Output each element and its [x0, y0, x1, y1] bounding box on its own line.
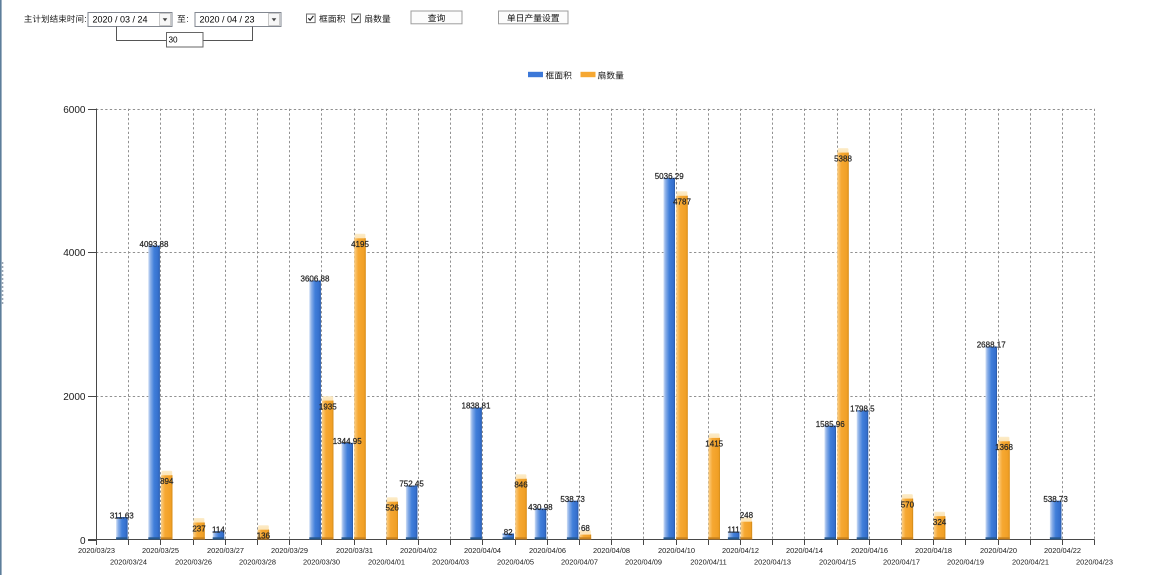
svg-text:5388: 5388 [834, 154, 852, 163]
svg-text:2020/04/12: 2020/04/12 [722, 546, 759, 555]
svg-text:570: 570 [901, 500, 915, 509]
svg-text:2020/03/31: 2020/03/31 [336, 546, 373, 555]
svg-text:1415: 1415 [705, 440, 723, 449]
svg-text:2020/04/16: 2020/04/16 [851, 546, 888, 555]
svg-text:114: 114 [212, 526, 225, 535]
svg-text:1798.5: 1798.5 [850, 405, 875, 414]
svg-text:538.73: 538.73 [1043, 495, 1068, 504]
svg-text:752.45: 752.45 [399, 480, 424, 489]
svg-text:2020/04/23: 2020/04/23 [1076, 558, 1113, 567]
svg-text:68: 68 [581, 524, 590, 533]
svg-text:4093.88: 4093.88 [140, 240, 169, 249]
svg-text:1368: 1368 [995, 443, 1013, 452]
svg-text:2020/04/08: 2020/04/08 [593, 546, 630, 555]
svg-text:4195: 4195 [351, 240, 369, 249]
svg-text:2020/04/13: 2020/04/13 [754, 558, 791, 567]
svg-text:2020/04/15: 2020/04/15 [819, 558, 856, 567]
svg-text:82: 82 [504, 528, 513, 537]
svg-text:2020/04/10: 2020/04/10 [658, 546, 695, 555]
svg-text:2020/04/02: 2020/04/02 [400, 546, 437, 555]
svg-text:430.98: 430.98 [528, 503, 553, 512]
svg-text:2020/03/27: 2020/03/27 [207, 546, 244, 555]
svg-text:846: 846 [514, 481, 528, 490]
svg-text:2020/04/17: 2020/04/17 [883, 558, 920, 567]
svg-text:2020/04/11: 2020/04/11 [690, 558, 726, 567]
svg-text:2020/04/21: 2020/04/21 [1012, 558, 1049, 567]
svg-text:2020/04/01: 2020/04/01 [368, 558, 405, 567]
svg-text::: : [84, 14, 87, 24]
svg-text:6000: 6000 [63, 105, 86, 116]
svg-text:2020/04/22: 2020/04/22 [1044, 546, 1081, 555]
svg-text:526: 526 [386, 504, 400, 513]
svg-text:2020/04/05: 2020/04/05 [497, 558, 534, 567]
svg-text:2020/03/30: 2020/03/30 [303, 558, 340, 567]
svg-text:237: 237 [192, 524, 206, 533]
svg-text:4000: 4000 [63, 248, 86, 259]
svg-text:2020/03/24: 2020/03/24 [110, 558, 147, 567]
svg-text:2020/04/03: 2020/04/03 [432, 558, 469, 567]
svg-text:311.63: 311.63 [110, 511, 134, 520]
svg-text:2020/03/23: 2020/03/23 [78, 546, 115, 555]
svg-text:1838.81: 1838.81 [462, 402, 491, 411]
svg-text:136: 136 [257, 532, 271, 541]
svg-text:2020/04/20: 2020/04/20 [980, 546, 1017, 555]
svg-text:5036.29: 5036.29 [655, 172, 684, 181]
svg-text:1935: 1935 [319, 402, 337, 411]
svg-text:2020/03/25: 2020/03/25 [142, 546, 179, 555]
svg-text:2020/04/04: 2020/04/04 [464, 546, 501, 555]
svg-text:0: 0 [80, 536, 86, 547]
svg-text:2020/04/09: 2020/04/09 [625, 558, 662, 567]
svg-text:324: 324 [933, 518, 947, 527]
svg-text:2020/04/14: 2020/04/14 [786, 546, 823, 555]
svg-text:1585.96: 1585.96 [816, 420, 845, 429]
svg-text:2020/03/26: 2020/03/26 [175, 558, 212, 567]
svg-text:111: 111 [728, 526, 741, 535]
svg-text:3606.88: 3606.88 [301, 275, 330, 284]
svg-text:2020 / 03 / 24: 2020 / 03 / 24 [93, 15, 148, 25]
svg-text:2020/04/19: 2020/04/19 [947, 558, 984, 567]
svg-text:2020/03/29: 2020/03/29 [271, 546, 308, 555]
svg-text:2020 / 04 / 23: 2020 / 04 / 23 [200, 15, 255, 25]
svg-text:2020/04/18: 2020/04/18 [915, 546, 952, 555]
svg-text:538.73: 538.73 [560, 495, 585, 504]
svg-text:248: 248 [740, 511, 754, 520]
svg-text:2000: 2000 [63, 392, 86, 403]
svg-text::: : [186, 14, 189, 24]
svg-text:1344.95: 1344.95 [333, 437, 362, 446]
svg-text:2020/04/06: 2020/04/06 [529, 546, 566, 555]
svg-text:2688.17: 2688.17 [977, 341, 1006, 350]
svg-text:30: 30 [169, 36, 179, 45]
svg-text:2020/03/28: 2020/03/28 [239, 558, 276, 567]
svg-text:4787: 4787 [673, 198, 691, 207]
svg-text:2020/04/07: 2020/04/07 [561, 558, 598, 567]
svg-text:894: 894 [160, 477, 174, 486]
